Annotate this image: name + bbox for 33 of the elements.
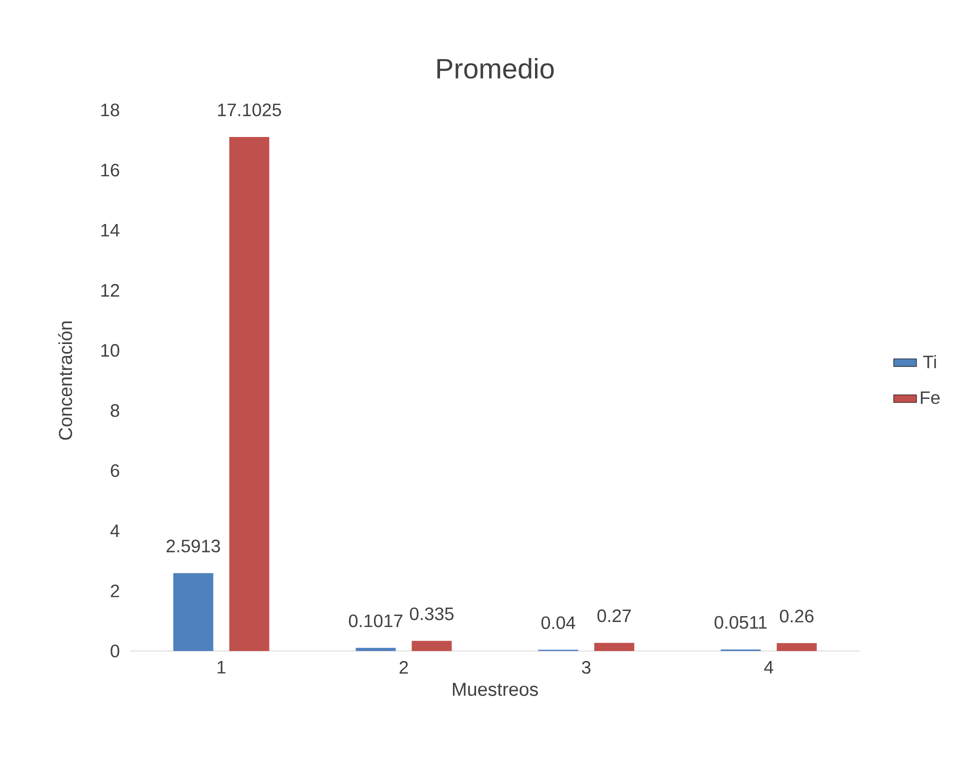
data-label: 0.27 bbox=[597, 609, 631, 622]
y-tick-label: 2 bbox=[110, 584, 120, 598]
data-label: 2.5913 bbox=[166, 540, 220, 552]
x-axis-title: Muestreos bbox=[452, 682, 538, 696]
bar bbox=[412, 640, 452, 651]
chart-title: Promedio bbox=[437, 58, 554, 79]
data-label: 0.26 bbox=[780, 610, 814, 622]
data-label: 17.1025 bbox=[218, 104, 282, 116]
y-tick-label: 12 bbox=[101, 284, 120, 297]
bar bbox=[594, 642, 634, 651]
x-tick-label: 3 bbox=[582, 661, 590, 674]
data-label: 0.04 bbox=[541, 616, 576, 630]
bar bbox=[173, 573, 214, 651]
x-tick-label: 1 bbox=[218, 661, 226, 674]
data-label: 0.335 bbox=[410, 607, 454, 620]
y-tick-label: 0 bbox=[110, 644, 120, 658]
y-tick-label: 10 bbox=[101, 344, 120, 357]
data-label: 0.1017 bbox=[348, 614, 402, 628]
y-tick-label: 16 bbox=[101, 164, 120, 176]
y-axis-title: Concentración bbox=[58, 322, 72, 440]
legend-label: Fe bbox=[920, 391, 940, 404]
y-tick-label: 8 bbox=[110, 404, 120, 417]
bar bbox=[229, 136, 270, 651]
bar bbox=[356, 648, 396, 651]
x-tick-label: 4 bbox=[764, 661, 774, 674]
x-tick-label: 2 bbox=[400, 661, 408, 674]
legend-label: Ti bbox=[923, 355, 936, 368]
y-tick-label: 18 bbox=[101, 104, 120, 116]
bar bbox=[776, 643, 817, 651]
y-tick-label: 6 bbox=[110, 464, 120, 478]
y-tick-label: 14 bbox=[101, 224, 120, 236]
data-label: 0.0511 bbox=[714, 616, 767, 629]
y-tick-label: 4 bbox=[110, 524, 120, 537]
